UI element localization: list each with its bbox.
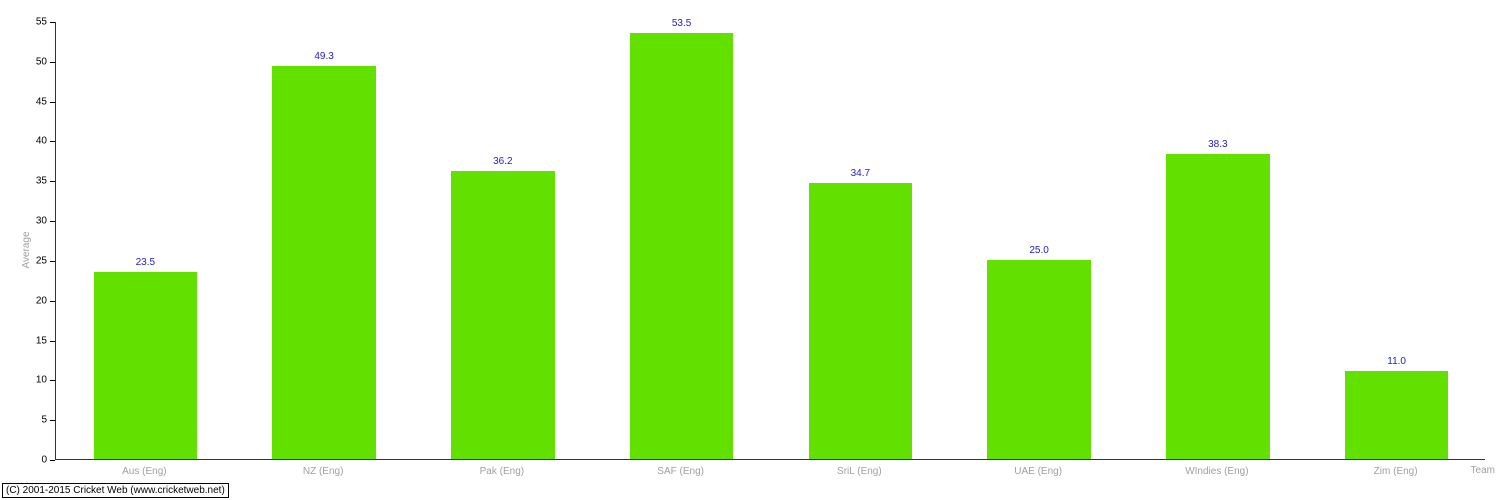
bar: 36.2 [451, 171, 555, 459]
bar-value-label: 25.0 [987, 245, 1091, 256]
bar: 53.5 [630, 33, 734, 459]
y-tick-label: 45 [0, 96, 55, 107]
chart-container: Average 0510152025303540455055 23.549.33… [0, 0, 1500, 500]
bar-value-label: 53.5 [630, 18, 734, 29]
bar: 49.3 [272, 66, 376, 459]
y-tick-label: 15 [0, 335, 55, 346]
x-tick-label: WIndies (Eng) [1185, 466, 1248, 477]
x-tick-label: Aus (Eng) [122, 466, 166, 477]
y-tick-mark [50, 460, 55, 461]
y-tick-label: 10 [0, 375, 55, 386]
y-tick-label: 25 [0, 255, 55, 266]
bar-value-label: 38.3 [1166, 139, 1270, 150]
bar: 11.0 [1345, 371, 1449, 459]
x-tick-label: SriL (Eng) [837, 466, 882, 477]
bar: 38.3 [1166, 154, 1270, 459]
x-tick-label: Pak (Eng) [480, 466, 524, 477]
y-tick-label: 20 [0, 295, 55, 306]
bar: 25.0 [987, 260, 1091, 459]
copyright-text: (C) 2001-2015 Cricket Web (www.cricketwe… [2, 483, 229, 498]
y-tick-label: 55 [0, 17, 55, 28]
y-tick-label: 5 [0, 415, 55, 426]
y-tick-label: 30 [0, 216, 55, 227]
x-tick-label: Zim (Eng) [1374, 466, 1418, 477]
y-tick-label: 40 [0, 136, 55, 147]
x-tick-label: NZ (Eng) [303, 466, 344, 477]
bar-value-label: 36.2 [451, 156, 555, 167]
bar: 34.7 [809, 183, 913, 459]
y-tick-label: 35 [0, 176, 55, 187]
bar: 23.5 [94, 272, 198, 459]
bar-value-label: 23.5 [94, 257, 198, 268]
x-axis-label: Team [1471, 465, 1495, 476]
bar-value-label: 49.3 [272, 51, 376, 62]
bar-value-label: 34.7 [809, 168, 913, 179]
x-tick-label: UAE (Eng) [1014, 466, 1062, 477]
x-tick-label: SAF (Eng) [657, 466, 704, 477]
bar-value-label: 11.0 [1345, 356, 1449, 367]
plot-area: 23.5 49.3 36.2 53.5 34.7 25.0 38.3 11.0 [55, 22, 1485, 460]
y-tick-label: 0 [0, 455, 55, 466]
y-tick-label: 50 [0, 56, 55, 67]
